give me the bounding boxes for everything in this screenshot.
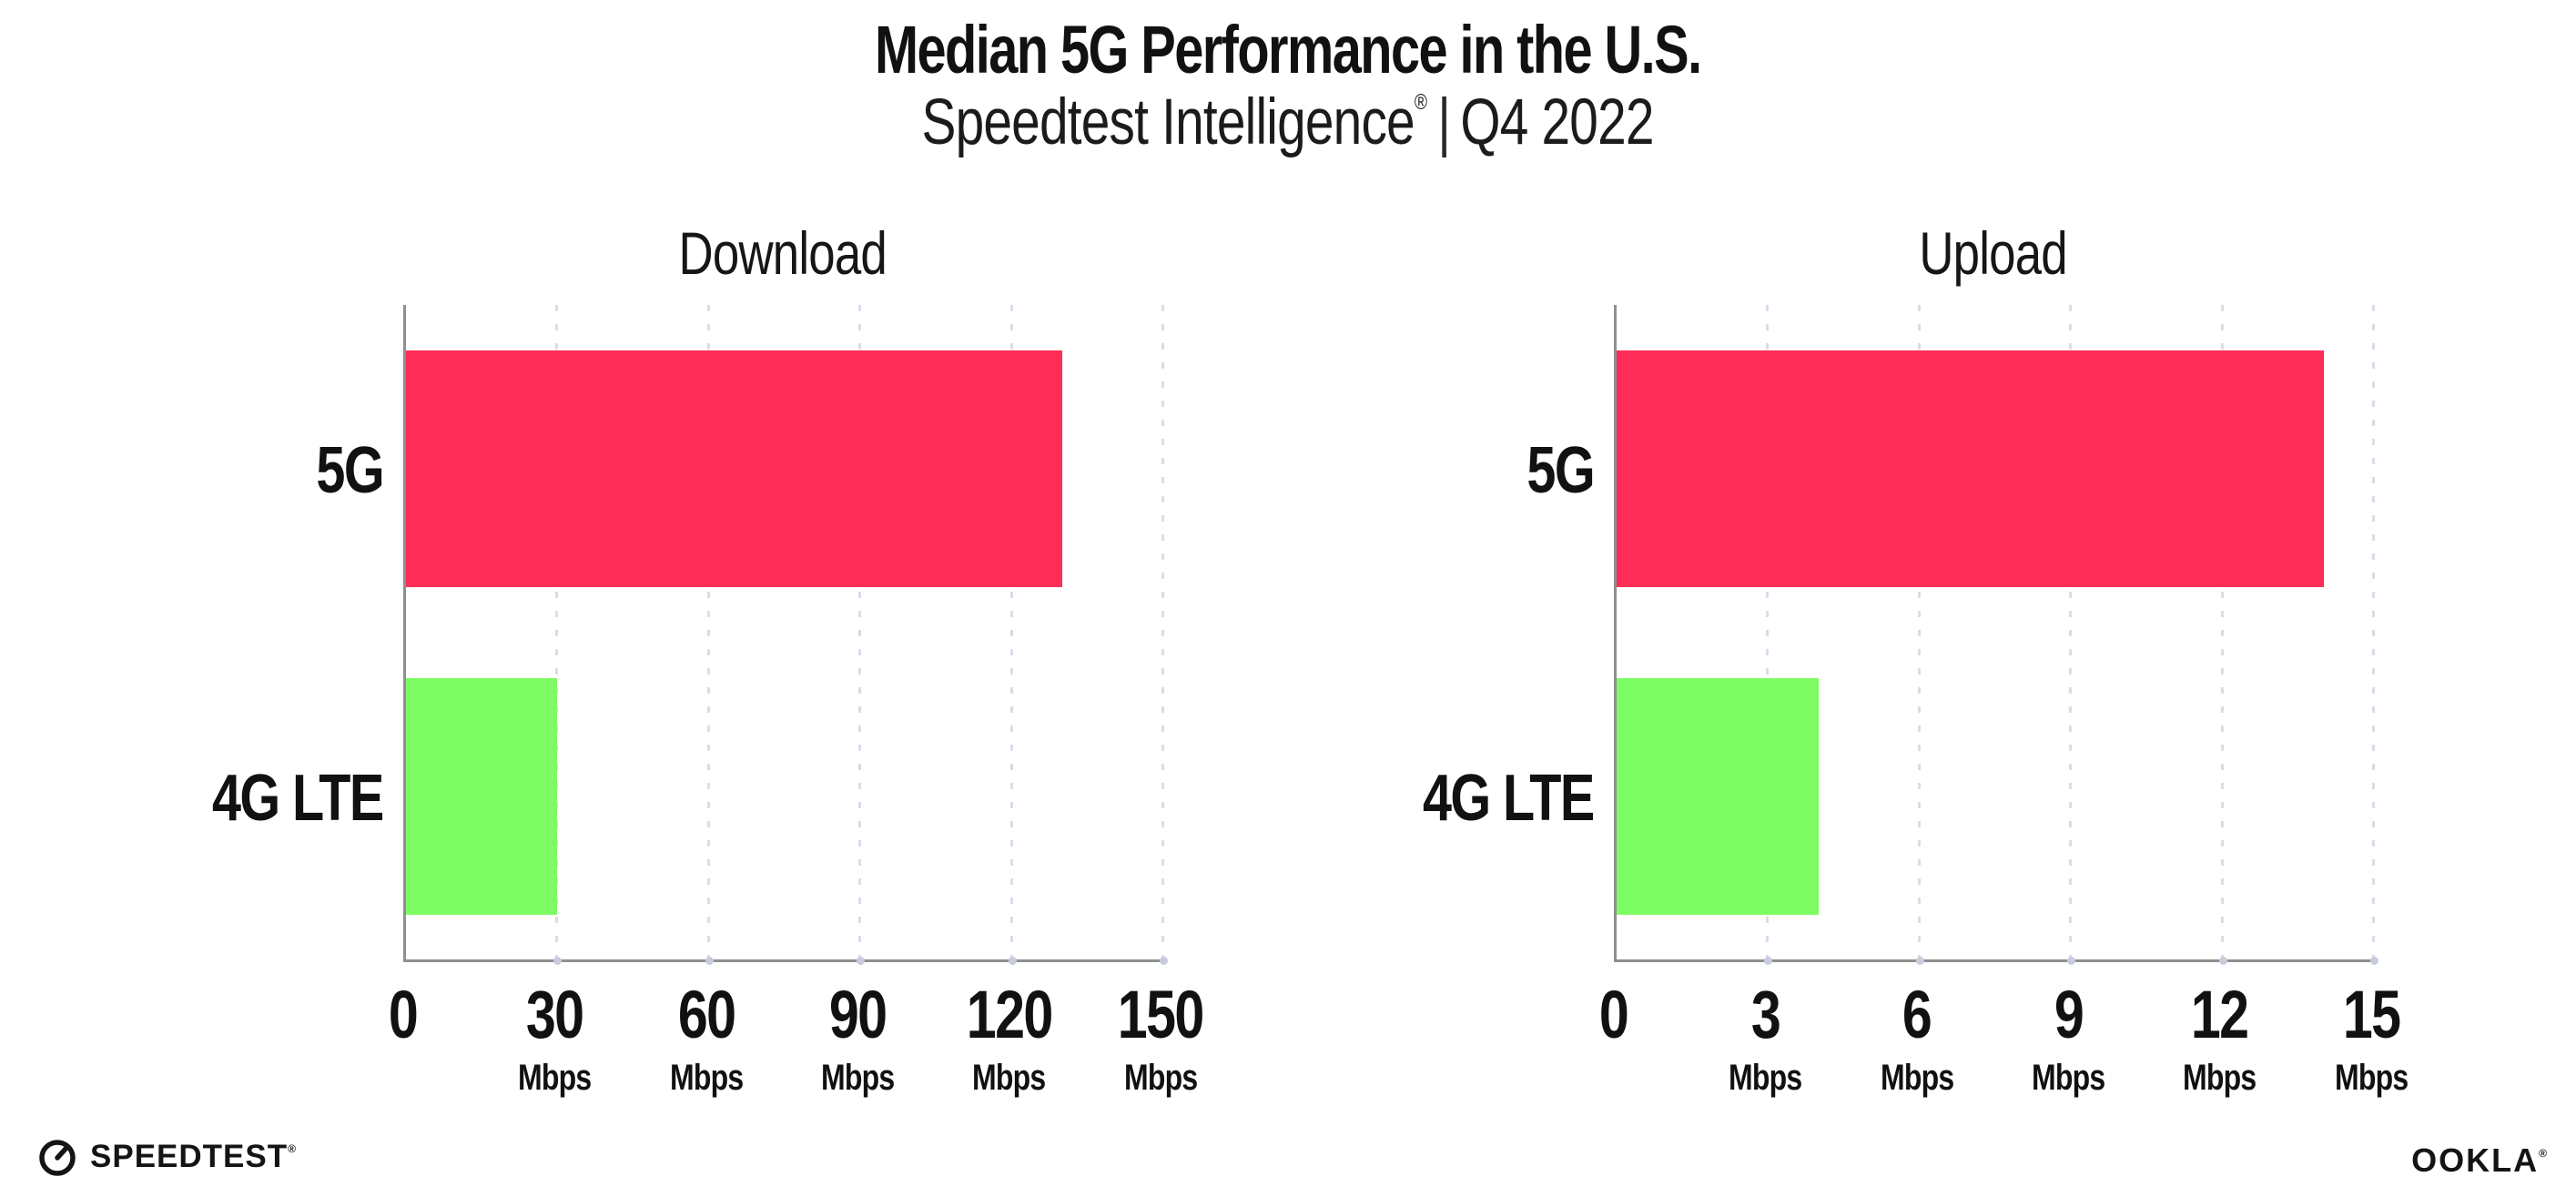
bar-4g-lte-download (406, 678, 558, 915)
upload-plot-area (1614, 305, 2378, 965)
x-tick-download-60: 60 Mbps (606, 981, 806, 1099)
axis-tick-dot-upload-6 (1915, 957, 1924, 965)
x-tick-unit: Mbps (2032, 1058, 2105, 1098)
x-tick-upload-15: 15 Mbps (2271, 981, 2471, 1099)
x-tick-unit: Mbps (2183, 1058, 2257, 1098)
axis-tick-dot-upload-12 (2218, 957, 2227, 965)
bar-5g-upload (1617, 350, 2324, 587)
x-tick-value: 30 (526, 977, 584, 1052)
x-tick-value: 0 (389, 977, 419, 1052)
x-tick-upload-9: 9 Mbps (1968, 981, 2168, 1099)
x-tick-value: 60 (677, 977, 735, 1052)
x-tick-unit: Mbps (972, 1058, 1046, 1098)
gridline-download-150 (1161, 305, 1164, 959)
x-tick-value: 150 (1118, 977, 1205, 1052)
registered-trademark-icon: ® (1415, 90, 1428, 115)
bar-4g-lte-upload (1617, 678, 1819, 915)
subtitle-brand: Speedtest Intelligence (921, 86, 1415, 158)
download-plot-area (403, 305, 1168, 965)
category-label-4g-lte: 4G LTE (212, 762, 384, 835)
x-tick-unit: Mbps (2334, 1058, 2409, 1098)
page-title: Median 5G Performance in the U.S. (0, 11, 2576, 88)
x-tick-value: 120 (966, 977, 1054, 1052)
upload-chart: Upload 0 3 Mbps 6 Mbps 9 Mbps 12 Mbps 15 Mbps 5G 4G … (1313, 218, 2409, 1138)
download-chart-title: Download (678, 219, 887, 287)
page-subtitle: Speedtest Intelligence® | Q4 2022 (0, 86, 2576, 159)
x-tick-upload-3: 3 Mbps (1665, 981, 1865, 1099)
ookla-registered-icon: ® (2539, 1147, 2549, 1160)
speedtest-logo-text: SPEEDTEST® (90, 1139, 297, 1174)
x-tick-value: 90 (828, 977, 887, 1052)
axis-tick-dot-download-60 (705, 957, 714, 965)
ookla-logo-text: OOKLA (2411, 1141, 2540, 1179)
category-label-4g-lte: 4G LTE (1423, 762, 1595, 835)
axis-tick-dot-upload-9 (2067, 957, 2076, 965)
x-tick-value: 9 (2054, 977, 2084, 1052)
x-tick-value: 3 (1750, 977, 1781, 1052)
page-title-text: Median 5G Performance in the U.S. (875, 12, 1702, 87)
gridline-download-90 (858, 305, 862, 959)
x-tick-unit: Mbps (821, 1058, 895, 1098)
gridline-upload-6 (1917, 305, 1921, 959)
ookla-logo: OOKLA® (2411, 1141, 2549, 1180)
gridline-upload-15 (2372, 305, 2375, 959)
x-tick-value: 12 (2191, 977, 2249, 1052)
download-chart: Download 0 30 Mbps 60 Mbps 90 Mbps 120 Mbps 150 Mb… (103, 218, 1204, 1138)
x-tick-value: 0 (1599, 977, 1629, 1052)
x-tick-upload-0: 0 (1514, 981, 1714, 1049)
x-tick-download-90: 90 Mbps (757, 981, 958, 1099)
category-label-5g: 5G (1526, 434, 1595, 507)
gridline-upload-3 (1766, 305, 1770, 959)
axis-tick-dot-download-120 (1008, 957, 1017, 965)
x-tick-unit: Mbps (1123, 1058, 1198, 1098)
speedtest-gauge-icon (39, 1140, 76, 1176)
x-tick-download-150: 150 Mbps (1060, 981, 1261, 1099)
gridline-download-60 (706, 305, 710, 959)
x-tick-unit: Mbps (1880, 1058, 1954, 1098)
axis-tick-dot-upload-3 (1764, 957, 1773, 965)
gridline-upload-12 (2220, 305, 2224, 959)
x-tick-download-30: 30 Mbps (454, 981, 654, 1099)
subtitle-period: Q4 2022 (1460, 86, 1655, 158)
x-tick-download-120: 120 Mbps (909, 981, 1110, 1099)
axis-tick-dot-download-30 (553, 957, 563, 965)
speedtest-registered-icon: ® (288, 1142, 297, 1155)
gridline-download-120 (1009, 305, 1013, 959)
x-tick-unit: Mbps (669, 1058, 744, 1098)
subtitle-separator: | (1437, 86, 1452, 158)
axis-tick-dot-download-90 (857, 957, 866, 965)
x-tick-unit: Mbps (1729, 1058, 1802, 1098)
x-tick-upload-6: 6 Mbps (1817, 981, 2017, 1099)
x-tick-value: 15 (2342, 977, 2401, 1052)
gridline-download-30 (555, 305, 559, 959)
x-tick-upload-12: 12 Mbps (2120, 981, 2320, 1099)
bar-5g-download (406, 350, 1063, 587)
x-tick-value: 6 (1902, 977, 1932, 1052)
x-tick-unit: Mbps (518, 1058, 592, 1098)
x-tick-download-0: 0 (303, 981, 503, 1049)
category-label-5g: 5G (316, 434, 384, 507)
gridline-upload-9 (2069, 305, 2073, 959)
axis-tick-dot-download-150 (1160, 957, 1168, 965)
upload-chart-title: Upload (1919, 219, 2068, 287)
speedtest-logo: SPEEDTEST® (36, 1136, 297, 1178)
axis-tick-dot-upload-15 (2370, 957, 2378, 965)
